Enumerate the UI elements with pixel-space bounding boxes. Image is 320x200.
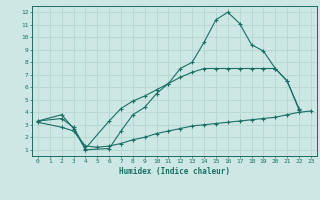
X-axis label: Humidex (Indice chaleur): Humidex (Indice chaleur) <box>119 167 230 176</box>
